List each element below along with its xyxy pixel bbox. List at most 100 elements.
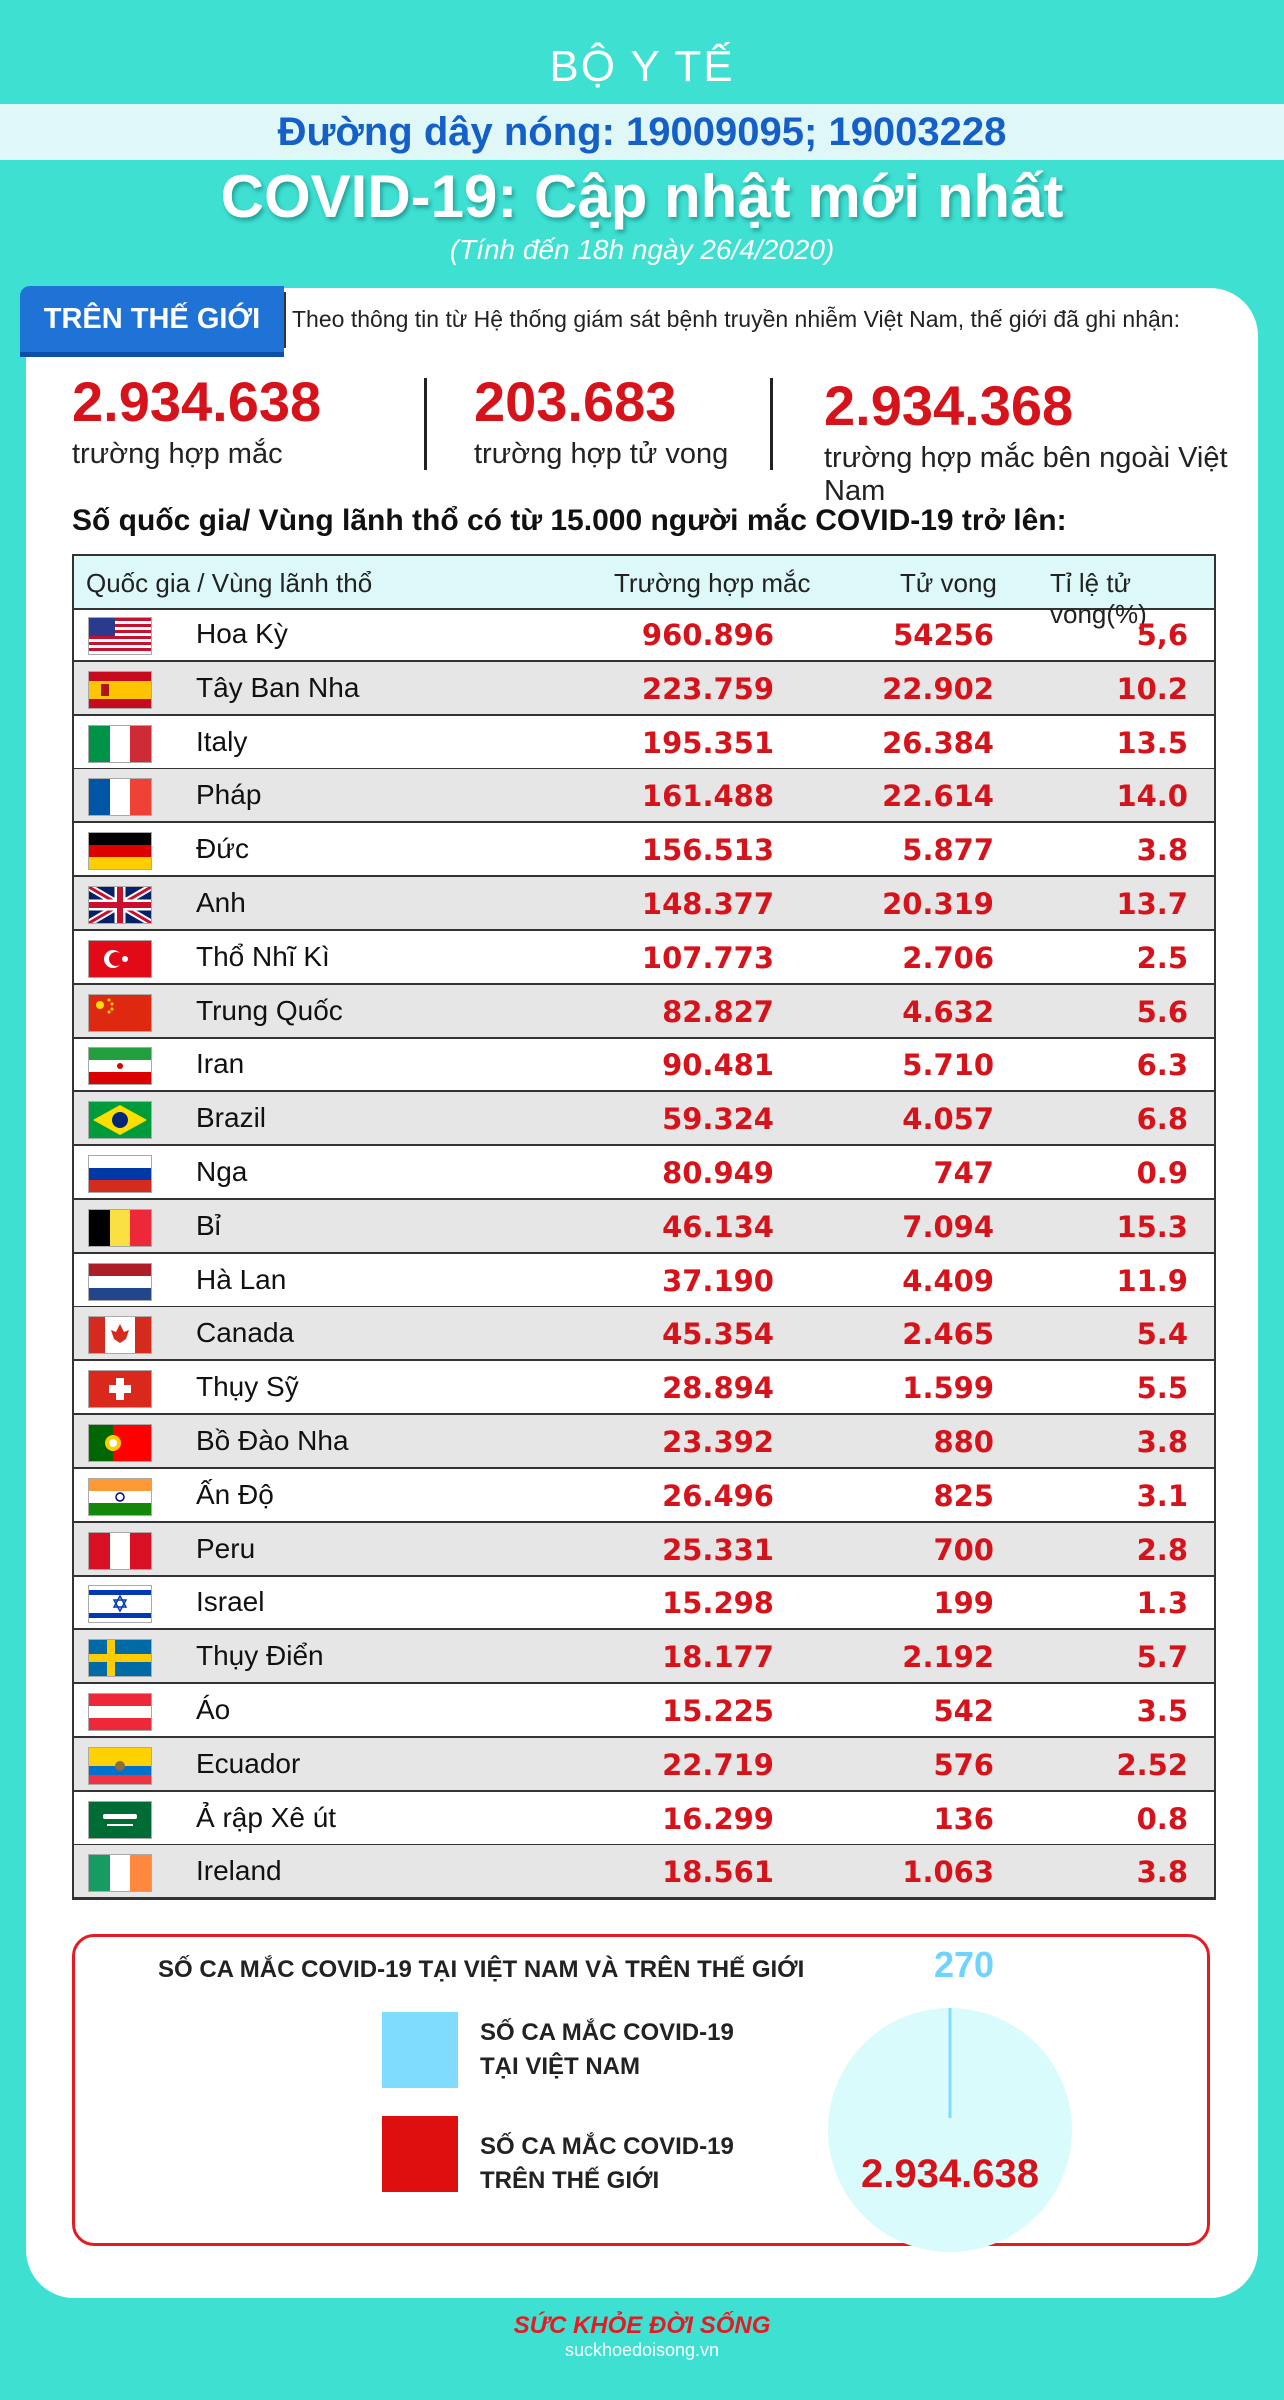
deaths-cell: 5.877 — [902, 833, 994, 868]
death-rate-cell: 0.8 — [1136, 1801, 1188, 1836]
italy-flag — [88, 724, 152, 763]
legend-swatch-vietnam — [382, 2012, 458, 2088]
cases-cell: 82.827 — [662, 994, 774, 1029]
cases-cell: 80.949 — [662, 1156, 774, 1190]
iran-flag — [88, 1047, 152, 1086]
deaths-cell: 1.063 — [902, 1855, 994, 1890]
death-rate-cell: 14.0 — [1116, 779, 1188, 814]
deaths-cell: 54256 — [893, 618, 994, 652]
table-row: Hà Lan 37.190 4.409 11.9 — [74, 1254, 1214, 1308]
ecuador-flag — [88, 1746, 152, 1785]
column-header-deaths: Tử vong — [900, 568, 997, 598]
deaths-cell: 26.384 — [882, 725, 994, 760]
peru-flag — [88, 1531, 152, 1570]
legend-label-vietnam: SỐ CA MẮC COVID-19 TẠI VIỆT NAM — [480, 2019, 734, 2080]
deaths-cell: 22.614 — [882, 779, 994, 814]
cases-cell: 223.759 — [641, 671, 774, 706]
table-row: Bỉ 46.134 7.094 15.3 — [74, 1199, 1214, 1254]
country-name: Thổ Nhĩ Kì — [196, 940, 330, 972]
death-rate-cell: 1.3 — [1136, 1586, 1188, 1621]
country-name: Thụy Sỹ — [196, 1371, 299, 1403]
hotline-text: Đường dây nóng: 19009095; 19003228 — [277, 110, 1007, 154]
stat-divider — [770, 378, 773, 470]
deaths-cell: 4.057 — [902, 1102, 994, 1137]
deaths-cell: 22.902 — [882, 671, 994, 706]
death-rate-cell: 2.5 — [1136, 940, 1188, 975]
death-rate-cell: 2.52 — [1116, 1747, 1188, 1782]
death-rate-cell: 5.4 — [1136, 1317, 1188, 1352]
cases-cell: 16.299 — [662, 1801, 774, 1836]
cases-cell: 37.190 — [662, 1263, 774, 1298]
table-row: Anh 148.377 20.319 13.7 — [74, 877, 1214, 931]
deaths-cell: 136 — [933, 1801, 994, 1836]
death-rate-cell: 10.2 — [1116, 671, 1188, 706]
death-rate-cell: 13.7 — [1116, 887, 1188, 921]
death-rate-cell: 6.3 — [1136, 1048, 1188, 1083]
table-row: Ecuador 22.719 576 2.52 — [74, 1737, 1214, 1792]
ministry-title: BỘ Y TẾ — [549, 42, 735, 91]
death-rate-cell: 3.1 — [1136, 1478, 1188, 1513]
table-row: Peru 25.331 700 2.8 — [74, 1522, 1214, 1577]
legend-swatch-world — [382, 2116, 458, 2192]
deaths-cell: 7.094 — [902, 1209, 994, 1244]
table-row: Thụy Sỹ 28.894 1.599 5.5 — [74, 1361, 1214, 1416]
pie-label-world: 2.934.638 — [861, 2152, 1039, 2196]
cases-cell: 46.134 — [662, 1209, 774, 1244]
comparison-box — [72, 1934, 1210, 2246]
stat-total-cases: 2.934.638 trường hợp mắc — [72, 372, 321, 471]
portugal-flag — [88, 1424, 152, 1462]
deaths-cell: 576 — [933, 1747, 994, 1782]
table-row: Italy 195.351 26.384 13.5 — [74, 716, 1214, 770]
germany-flag — [88, 832, 152, 871]
cases-cell: 90.481 — [662, 1048, 774, 1083]
tag-divider — [284, 292, 286, 348]
table-row: Ireland 18.561 1.063 3.8 — [74, 1845, 1214, 1900]
world-intro-text: Theo thông tin từ Hệ thống giám sát bệnh… — [292, 306, 1180, 332]
table-row: Đức 156.513 5.877 3.8 — [74, 823, 1214, 878]
stat-total-deaths: 203.683 trường hợp tử vong — [474, 372, 728, 471]
death-rate-cell: 5.5 — [1136, 1371, 1188, 1406]
cases-cell: 15.298 — [662, 1586, 774, 1621]
uk-flag — [88, 886, 152, 924]
table-row: Thổ Nhĩ Kì 107.773 2.706 2.5 — [74, 931, 1214, 985]
stat-label: trường hợp mắc — [72, 438, 283, 470]
stat-label: trường hợp mắc bên ngoài Việt Nam — [824, 442, 1228, 507]
country-name: Hoa Kỳ — [196, 618, 288, 649]
country-name: Iran — [196, 1048, 245, 1080]
death-rate-cell: 5.7 — [1136, 1640, 1188, 1675]
country-name: Nga — [196, 1156, 248, 1187]
deaths-cell: 1.599 — [902, 1371, 994, 1406]
country-name: Tây Ban Nha — [196, 671, 360, 703]
death-rate-cell: 11.9 — [1116, 1263, 1188, 1298]
table-row: Ấn Độ 26.496 825 3.1 — [74, 1469, 1214, 1523]
france-flag — [88, 778, 152, 817]
page-title: COVID-19: Cập nhật mới nhất — [220, 163, 1064, 230]
legend-label-world: SỐ CA MẮC COVID-19 TRÊN THẾ GIỚI — [480, 2133, 734, 2194]
death-rate-cell: 5.6 — [1136, 994, 1188, 1029]
country-name: Italy — [196, 725, 248, 757]
sweden-flag — [88, 1639, 152, 1678]
spain-flag — [88, 670, 152, 709]
country-name: Đức — [196, 833, 249, 865]
table-row: Áo 15.225 542 3.5 — [74, 1684, 1214, 1738]
deaths-cell: 825 — [933, 1478, 994, 1513]
belgium-flag — [88, 1208, 152, 1247]
death-rate-cell: 3.8 — [1136, 833, 1188, 868]
country-table: Quốc gia / Vùng lãnh thổ Trường hợp mắc … — [72, 554, 1216, 1900]
russia-flag — [88, 1155, 152, 1193]
country-name: Israel — [196, 1586, 265, 1618]
table-row: Brazil 59.324 4.057 6.8 — [74, 1092, 1214, 1147]
cases-cell: 161.488 — [641, 779, 774, 814]
table-row: Tây Ban Nha 223.759 22.902 10.2 — [74, 661, 1214, 716]
deaths-cell: 199 — [933, 1586, 994, 1621]
cases-cell: 23.392 — [662, 1425, 774, 1459]
austria-flag — [88, 1693, 152, 1731]
cases-cell: 18.177 — [662, 1640, 774, 1675]
table-row: Thụy Điển 18.177 2.192 5.7 — [74, 1630, 1214, 1685]
us-flag — [88, 617, 152, 655]
death-rate-cell: 3.8 — [1136, 1855, 1188, 1890]
table-row: Canada 45.354 2.465 5.4 — [74, 1307, 1214, 1362]
pie-label-vietnam: 270 — [933, 1944, 995, 1985]
deaths-cell: 747 — [933, 1156, 994, 1190]
country-name: Anh — [196, 887, 246, 918]
